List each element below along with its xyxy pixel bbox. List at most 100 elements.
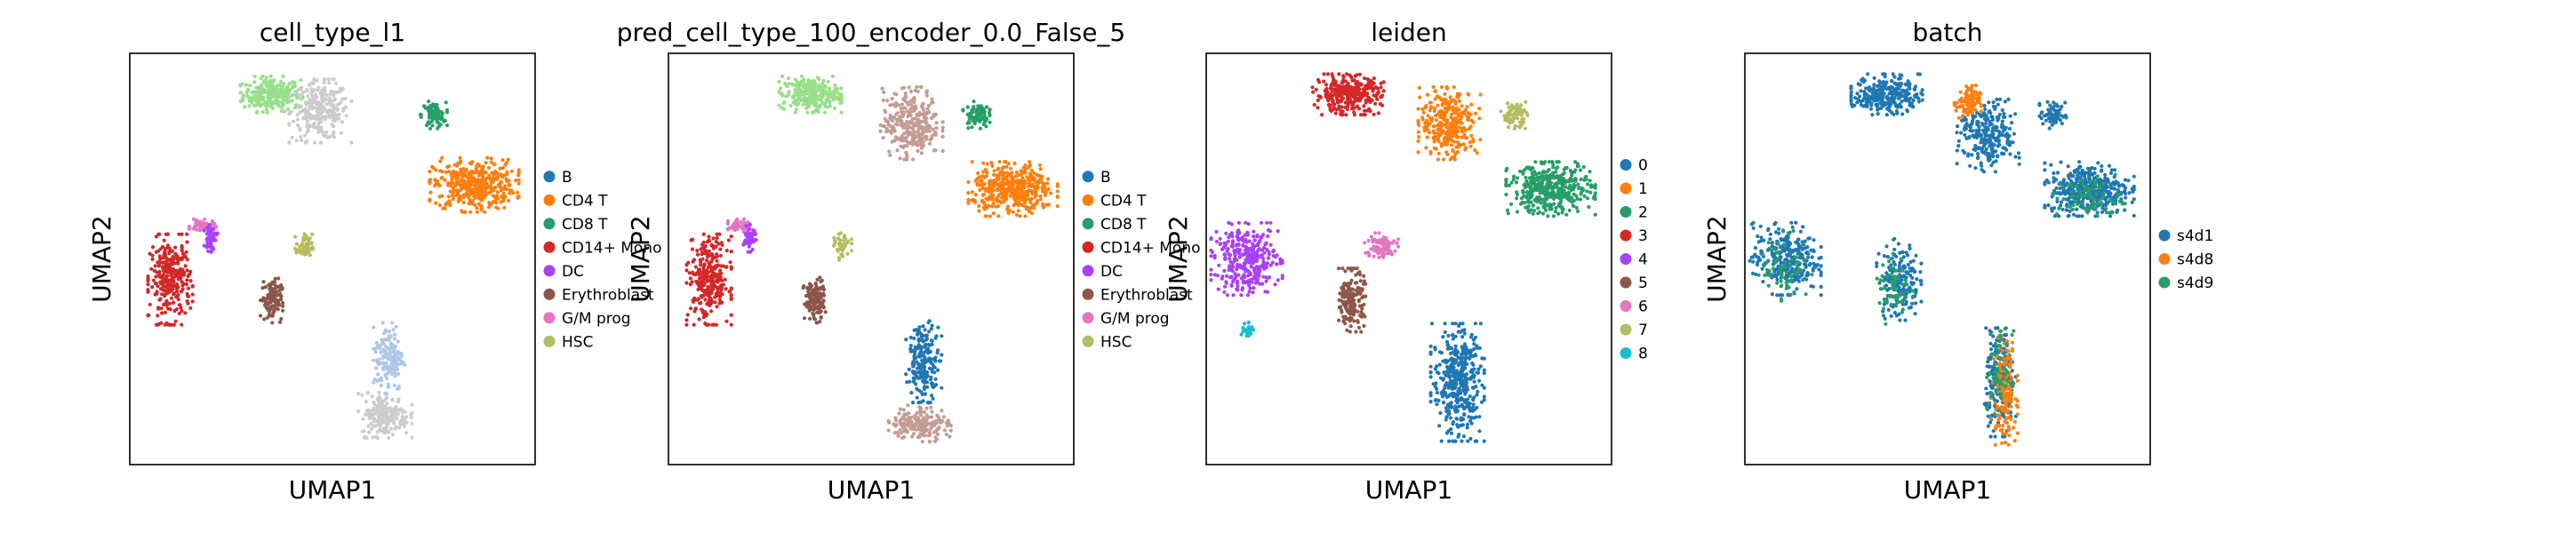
point-cd14-mono [172,292,176,297]
point-hsc [304,242,309,246]
point-cd4-t [883,124,887,129]
point-cd4-t [476,193,481,197]
point-g-m-prog [191,217,196,221]
point-2 [1585,182,1590,187]
point-2 [1521,171,1525,176]
legend-label: HSC [1100,333,1132,351]
point-cd14-mono [185,232,189,236]
point-dc [741,243,746,247]
point-cd4-t [441,206,445,211]
point-cd4-t [1020,188,1024,193]
point-cd4-t [1028,160,1032,164]
point-cd4-t [1004,177,1009,181]
point-cd4-t [437,183,442,188]
point-1 [1416,139,1420,143]
point-b [920,338,924,342]
point-cd4-t [916,143,920,147]
point-cd4-t [1024,189,1028,195]
point-cd8-t [255,110,260,115]
point-cd8-t [287,89,292,93]
point-cd14-mono [158,280,163,285]
point-cd8-t [419,115,423,119]
point-b [369,421,373,426]
point-cd14-mono [689,306,693,311]
point-b [389,410,394,416]
point-2 [1533,160,1538,164]
point-b [916,401,921,405]
point-cd8-t [263,78,268,83]
point-cd4-t [1016,201,1020,205]
point-b [898,427,902,432]
point-1 [1469,102,1474,107]
point-cd4-t [987,189,991,195]
point-7 [1519,113,1524,117]
point-cd8-t [787,82,792,86]
point-cd4-t [500,158,505,163]
point-cd4-t [491,194,495,198]
point-cd14-mono [715,235,719,240]
point-cd4-t [437,203,443,208]
point-cd4-t [905,129,910,134]
point-cd8-t [780,106,784,110]
point-g-m-prog [202,224,206,228]
point-cd4-t [484,181,489,186]
point-3 [1326,103,1331,107]
point-cd4-t [303,133,308,138]
point-1 [1450,122,1454,126]
point-erythroblast [279,316,284,321]
point-1 [1437,124,1442,129]
point-hsc [298,244,302,249]
point-hsc [304,248,308,253]
point-cd8-t [795,83,799,87]
point-2 [1511,178,1516,182]
point-cd8-t [429,115,434,119]
point-cd14-mono [699,263,703,267]
point-7 [1499,109,1503,114]
point-cd8-t [285,107,290,111]
point-cd4-t [479,203,484,209]
point-b [395,417,399,421]
point-cd8-t [777,103,781,107]
point-b [388,347,392,353]
point-1 [1425,121,1429,125]
point-cd14-mono [703,298,708,302]
point-b [388,426,394,431]
point-b [402,416,406,421]
point-3 [1352,99,1356,104]
point-cd4-t [318,102,323,107]
point-cd8-t [827,89,831,93]
point-1 [1439,144,1444,148]
point-cd14-mono [180,232,184,236]
point-dc [748,241,753,245]
point-cd14-mono [713,300,717,305]
point-cd4-t [290,135,294,139]
legend-marker [1082,335,1094,347]
point-b [379,428,383,433]
point-cd14-mono [177,257,182,261]
point-cd4-t [977,203,981,208]
point-cd14-mono [172,322,176,327]
plot-frame [668,52,1075,465]
point-cd8-t [428,107,433,112]
point-cd8-t [833,83,837,87]
point-cd4-t [475,170,479,175]
point-cd4-t [1012,182,1016,187]
point-2 [1515,190,1519,195]
legend-label: CD8 T [562,216,608,234]
point-cd8-t [811,96,815,100]
point-cd8-t [238,83,243,87]
point-g-m-prog [195,222,200,227]
legend-marker [1082,288,1094,300]
scatter-points [146,74,521,440]
point-cd14-mono [176,292,180,297]
point-cd14-mono [175,282,180,286]
point-cd4-t [990,204,995,209]
point-cd8-t [281,74,285,78]
point-hsc [294,251,299,255]
point-b [367,430,372,434]
point-cd14-mono [185,268,189,273]
point-dc [754,237,758,243]
point-cd8-t [257,99,261,105]
point-cd4-t [507,183,512,187]
point-b [386,385,390,389]
